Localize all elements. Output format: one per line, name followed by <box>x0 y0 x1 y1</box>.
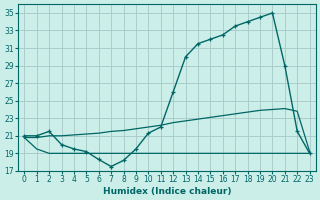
X-axis label: Humidex (Indice chaleur): Humidex (Indice chaleur) <box>103 187 231 196</box>
